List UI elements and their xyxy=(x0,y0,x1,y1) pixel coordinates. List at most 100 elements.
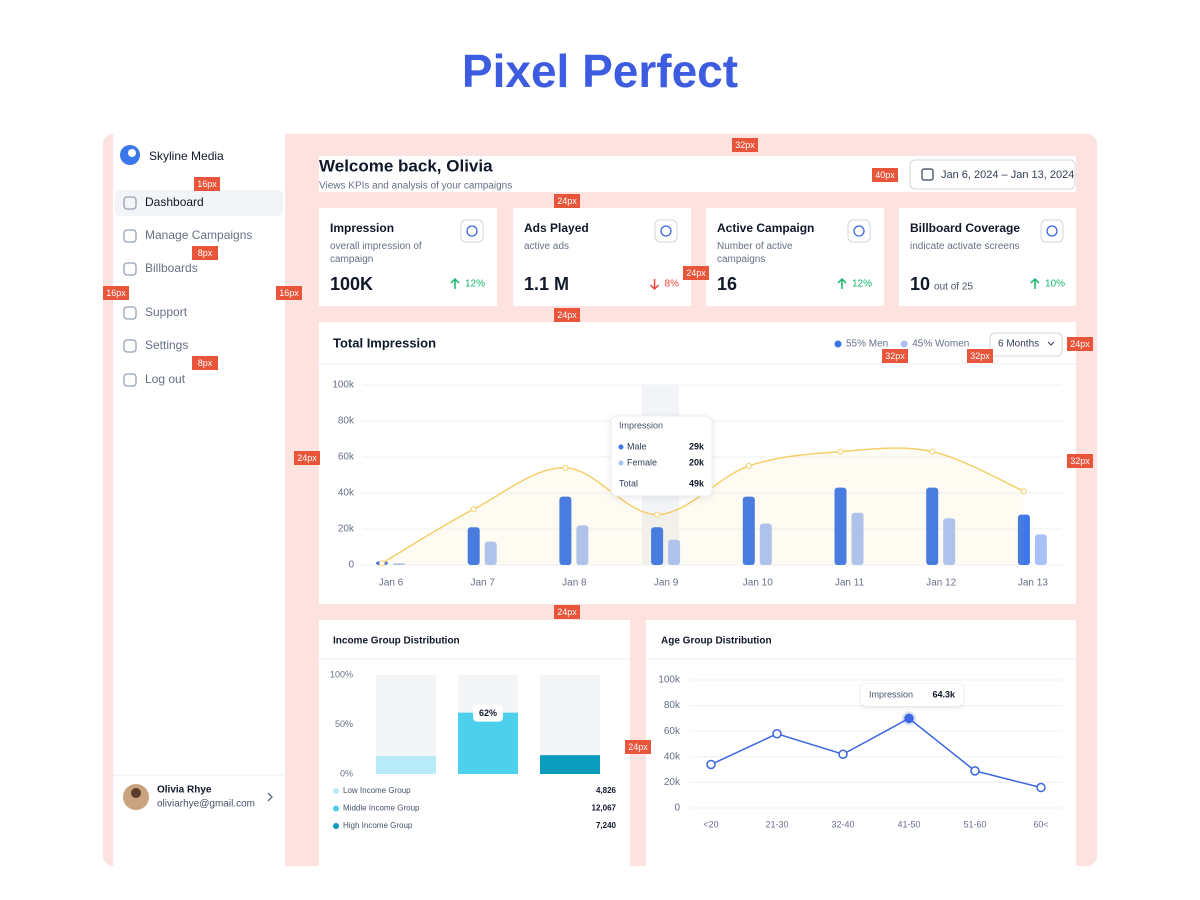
kpi-arrow xyxy=(650,279,660,291)
kpi-description-text: active ads xyxy=(524,241,570,252)
spacing-label: 8px xyxy=(198,358,213,368)
chart-title: Age Group Distribution xyxy=(661,636,772,647)
bar xyxy=(376,756,436,774)
tooltip-label: Female xyxy=(627,457,657,467)
line-point xyxy=(654,511,661,518)
bar xyxy=(559,496,572,565)
y-tick-label: 100k xyxy=(332,380,355,391)
legend-dot xyxy=(900,340,908,348)
tooltip-dot xyxy=(618,460,624,466)
tooltip-value: 29k xyxy=(689,441,705,451)
brand: Skyline Media xyxy=(149,149,224,163)
kpi-description: overall impression of campaign xyxy=(330,241,422,265)
nav-item[interactable]: Support xyxy=(145,305,188,319)
line-point xyxy=(470,506,477,513)
tooltip-dot xyxy=(618,444,624,450)
line-point xyxy=(745,463,752,469)
kpi-title: Active Campaign xyxy=(717,221,814,235)
spacing-badge xyxy=(1067,337,1093,351)
legend-dot xyxy=(333,805,339,812)
welcome-subtitle: Views KPIs and analysis of your campaign… xyxy=(319,181,512,192)
x-tick-label: Jan 6 xyxy=(379,578,404,589)
spacing-label: 32px xyxy=(735,140,755,150)
tooltip-value: 64.3k xyxy=(932,689,956,699)
kpi-icon-glyph xyxy=(466,225,478,237)
nav-item[interactable]: Manage Campaigns xyxy=(145,228,252,242)
line-point xyxy=(970,766,980,776)
legend-label: 55% Men xyxy=(846,339,888,350)
spacing-badge xyxy=(732,138,758,152)
bar xyxy=(467,527,480,565)
nav-item[interactable]: Billboards xyxy=(145,261,198,275)
spacing-badge xyxy=(625,740,651,754)
kpi-value: 16 xyxy=(717,274,737,294)
date-range: Jan 6, 2024 – Jan 13, 2024 xyxy=(941,169,1074,181)
spacing-badge xyxy=(194,177,220,191)
spacing-label: 16px xyxy=(197,179,217,189)
user-name: Olivia Rhye xyxy=(157,785,212,796)
nav-item[interactable]: Log out xyxy=(145,372,186,386)
spacing-badge xyxy=(554,605,580,619)
spacing-badge xyxy=(276,286,302,300)
filter-dropdown[interactable] xyxy=(989,332,1063,357)
spacing-label: 24px xyxy=(1070,339,1090,349)
filter-label: 6 Months xyxy=(998,339,1039,350)
spacing-label: 24px xyxy=(557,607,577,617)
date-picker[interactable] xyxy=(909,159,1076,190)
nav-item[interactable]: Settings xyxy=(145,338,188,352)
line xyxy=(710,717,1042,789)
spacing-badge xyxy=(554,308,580,322)
bar xyxy=(943,518,956,565)
kpi-change: 10% xyxy=(1045,279,1065,290)
x-tick-label: 41-50 xyxy=(897,819,920,829)
chart-title: Income Group Distribution xyxy=(333,636,460,647)
bar xyxy=(1017,514,1030,565)
kpi-icon xyxy=(1040,219,1064,243)
kpi-description-text: Number of active campaigns xyxy=(717,241,793,265)
spacing-label: 24px xyxy=(557,196,577,206)
spacing-label: 16px xyxy=(279,288,299,298)
spacing-label: 24px xyxy=(686,268,706,278)
bar xyxy=(540,755,600,774)
legend-dot xyxy=(834,340,842,348)
spacing-label: 32px xyxy=(970,351,990,361)
nav-icon xyxy=(123,196,137,210)
nav-icon xyxy=(123,262,137,276)
line-point xyxy=(929,448,936,455)
avatar-head xyxy=(131,788,141,798)
legend-count: 12,067 xyxy=(592,804,617,813)
y-tick-label: 40k xyxy=(338,488,355,499)
value-label: 62% xyxy=(479,708,497,718)
spacing-label: 24px xyxy=(628,742,648,752)
kpi-arrow xyxy=(1030,277,1040,289)
bar xyxy=(393,563,405,565)
chevron xyxy=(267,792,273,802)
y-tick-label: 60k xyxy=(338,452,355,463)
spacing-badge xyxy=(882,349,908,363)
welcome-title: Welcome back, Olivia xyxy=(319,156,493,175)
logo xyxy=(128,149,136,157)
line-point xyxy=(904,713,914,724)
line-point xyxy=(706,759,716,770)
kpi-icon-glyph xyxy=(660,225,672,237)
bar xyxy=(1034,534,1047,565)
user-email: oliviarhye@gmail.com xyxy=(157,799,255,810)
y-tick-label: 0 xyxy=(674,803,680,814)
bar xyxy=(651,527,664,565)
legend-label: Low Income Group xyxy=(343,786,411,795)
kpi-arrow xyxy=(837,277,847,289)
kpi-icon xyxy=(654,219,678,243)
legend-dot xyxy=(333,788,339,794)
x-tick-label: Jan 11 xyxy=(835,578,865,589)
chart-card xyxy=(646,620,1076,866)
y-tick-label: 60k xyxy=(664,726,681,737)
sidebar xyxy=(113,134,285,866)
spacing-badge xyxy=(554,194,580,208)
y-tick-label: 40k xyxy=(664,751,681,762)
tooltip-label: Male xyxy=(627,441,647,451)
x-tick-label: 32-40 xyxy=(831,819,854,829)
nav-item[interactable]: Dashboard xyxy=(145,195,204,209)
nav-icon xyxy=(123,373,137,387)
bar xyxy=(484,541,497,565)
